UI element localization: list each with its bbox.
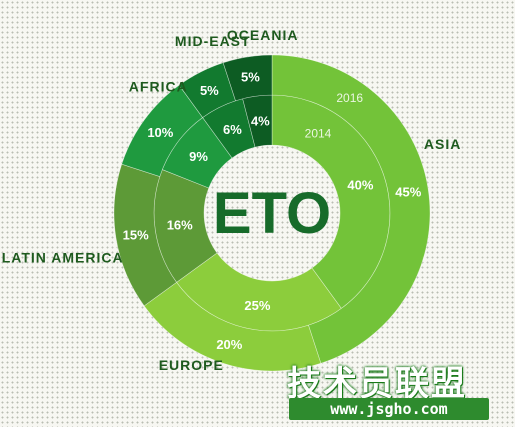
watermark-brand: 技术员联盟 <box>287 364 467 404</box>
data-label-2016-0: 45% <box>395 184 421 199</box>
data-label-2016-1: 20% <box>216 337 242 352</box>
series-label-2016: 2016 <box>336 91 363 105</box>
data-label-2016-5: 5% <box>241 70 260 85</box>
category-label-latin-america: LATIN AMERICA <box>2 249 124 265</box>
data-label-2014-3: 9% <box>189 149 208 164</box>
data-label-2014-5: 4% <box>251 114 270 129</box>
category-label-mid-east: MID-EAST <box>175 33 251 49</box>
category-label-africa: AFRICA <box>129 79 188 95</box>
category-label-oceania: OCEANIA <box>227 27 299 43</box>
category-label-asia: ASIA <box>424 136 461 152</box>
data-label-2016-3: 10% <box>147 125 173 140</box>
category-label-europe: EUROPE <box>159 357 224 373</box>
data-label-2016-4: 5% <box>200 83 219 98</box>
data-label-2014-2: 16% <box>167 218 193 233</box>
series-label-2014: 2014 <box>305 126 332 140</box>
data-label-2014-1: 25% <box>244 298 270 313</box>
data-label-2014-4: 6% <box>223 122 242 137</box>
slice-2016-oceania <box>222 54 273 102</box>
data-label-2014-0: 40% <box>347 177 373 192</box>
watermark-url: www.jsgho.com <box>289 398 489 420</box>
data-label-2016-2: 15% <box>123 228 149 243</box>
slice-2016-asia <box>271 54 431 364</box>
center-label: ETO <box>213 181 331 246</box>
